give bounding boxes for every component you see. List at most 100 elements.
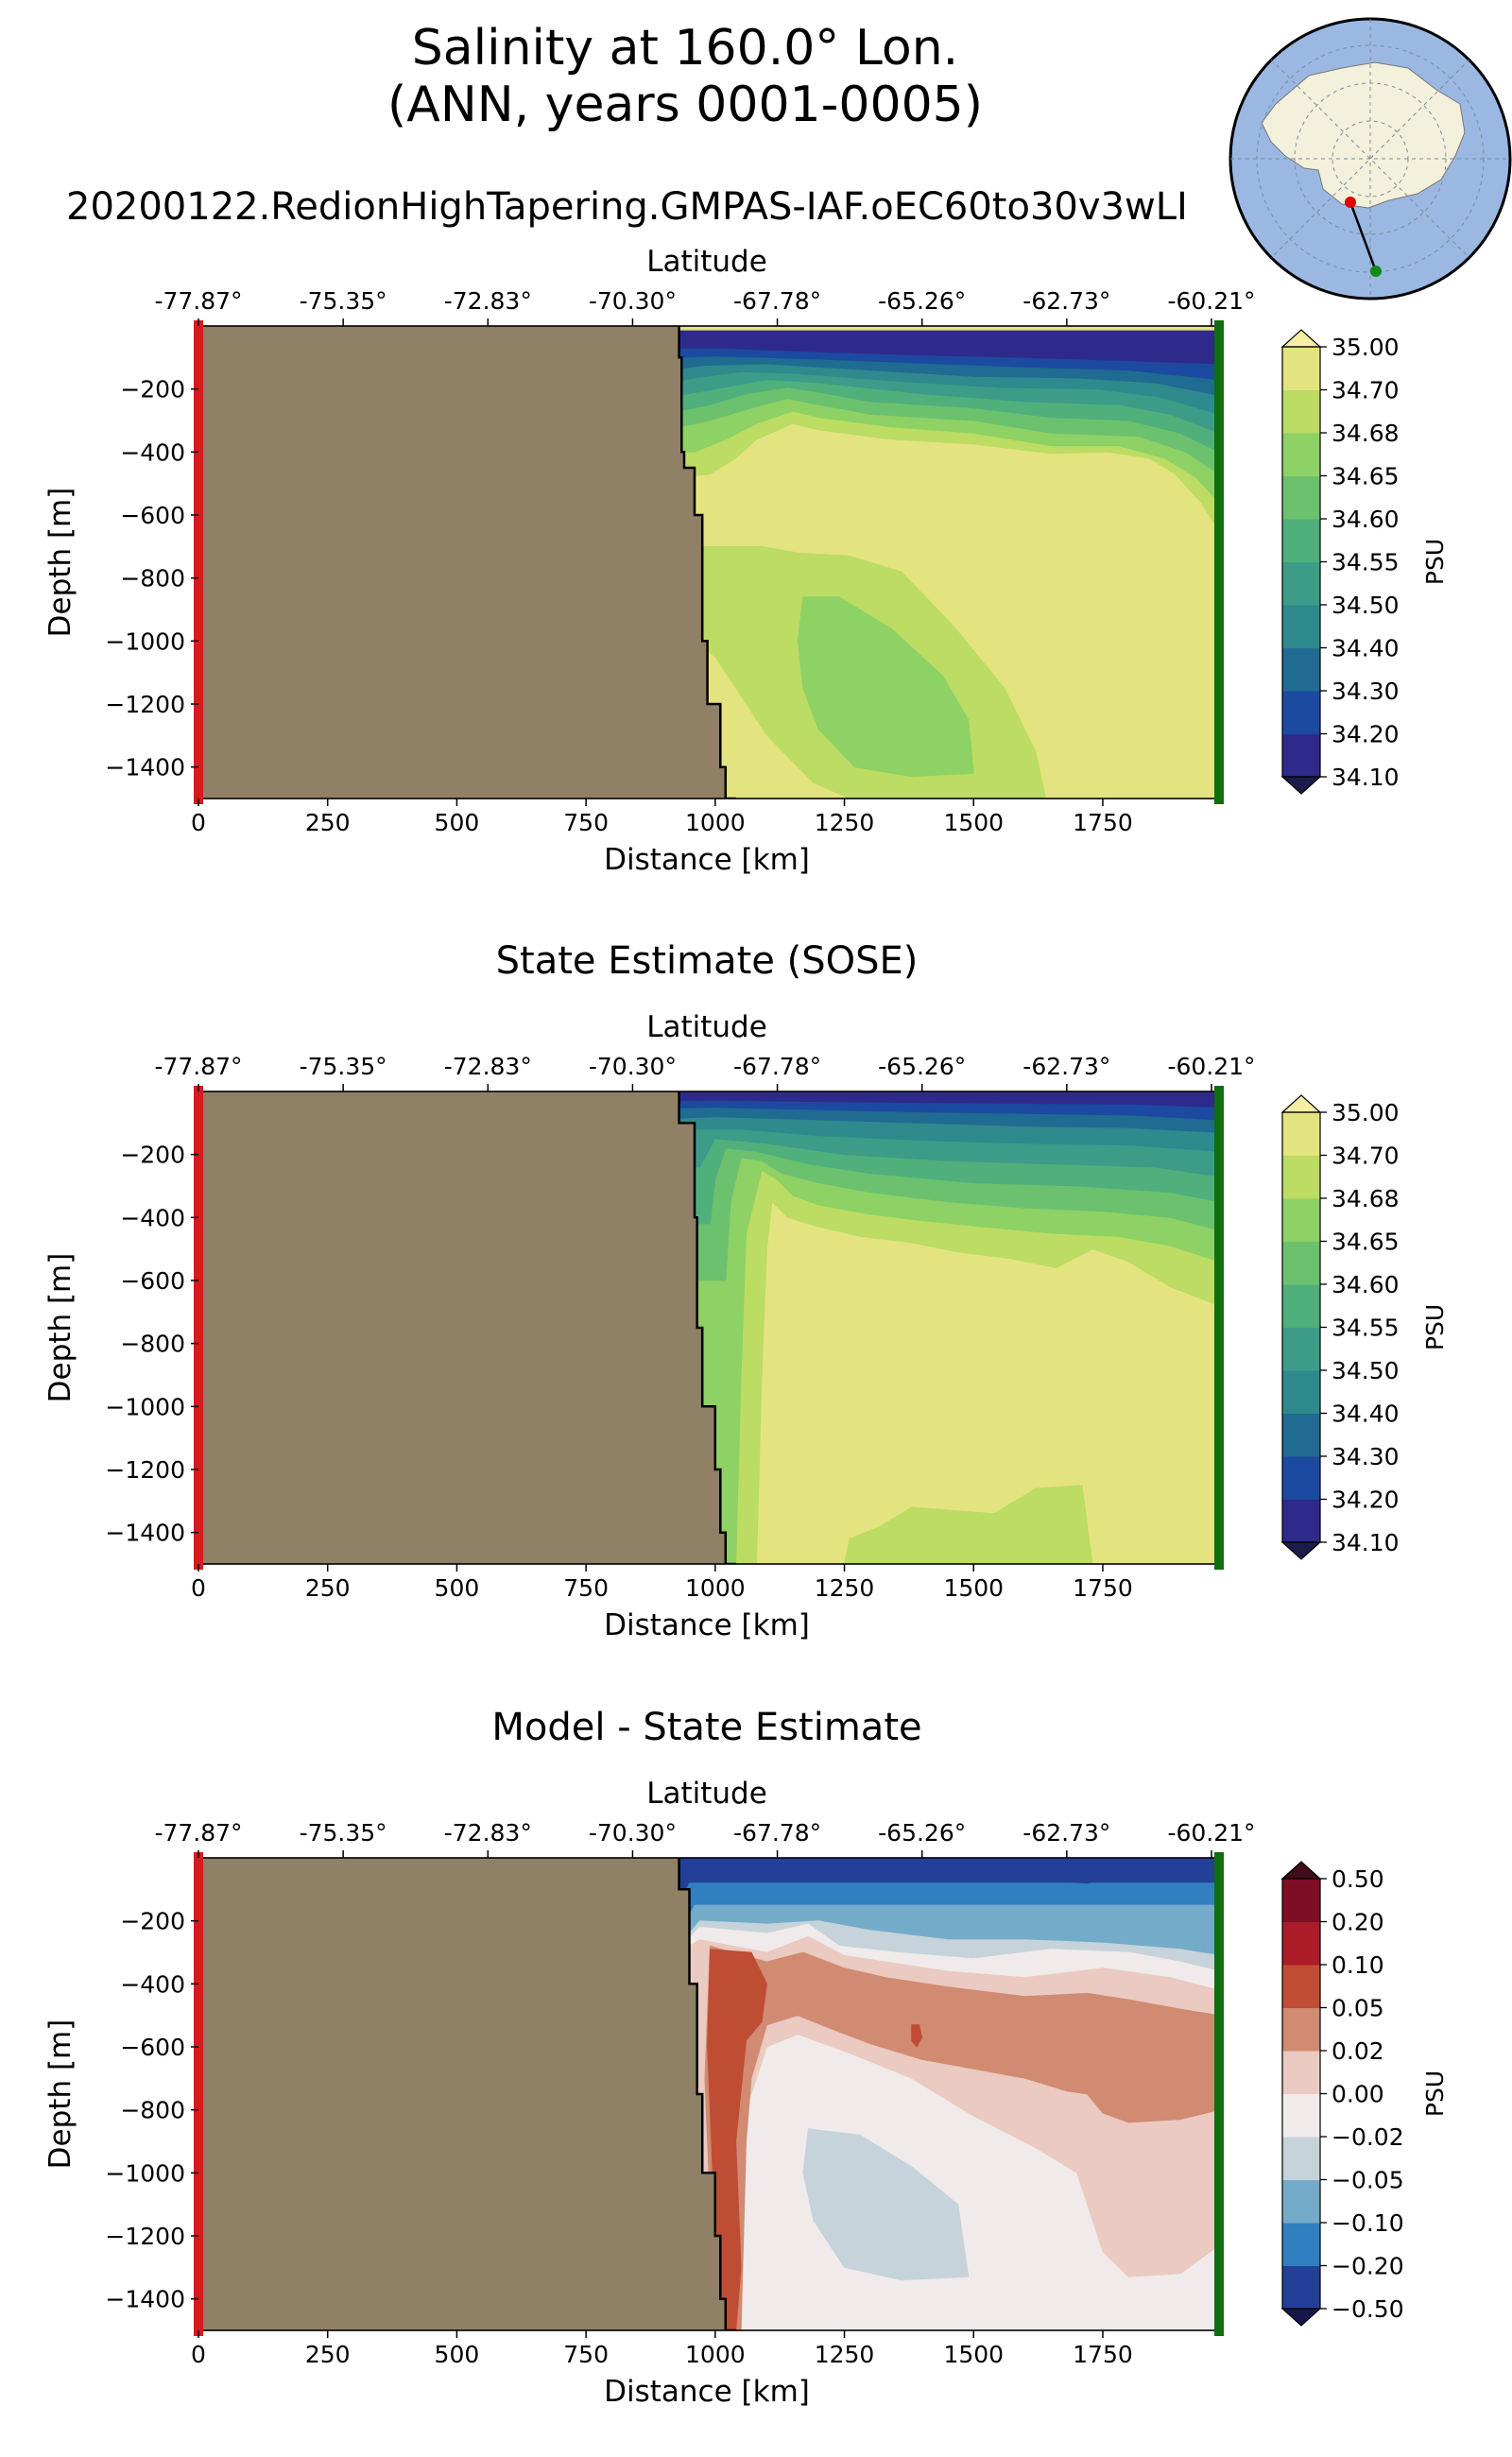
colorbar-swatch (1282, 475, 1320, 520)
colorbar-tick-label: 34.20 (1332, 721, 1400, 748)
x-tick-label: 500 (435, 809, 480, 836)
y-tick-label: −1000 (105, 2159, 185, 2187)
y-axis-label: Depth [m] (43, 2019, 77, 2170)
contour-region-3 (679, 1095, 1219, 1564)
end-line (1214, 320, 1224, 804)
colorbar-swatch (1282, 1370, 1320, 1414)
top-tick-label: -60.21° (1167, 1819, 1255, 1847)
x-axis-label: Distance [km] (604, 2375, 810, 2409)
top-tick-label: -65.26° (878, 287, 966, 315)
y-tick-label: −800 (120, 1331, 185, 1358)
plot-area (198, 326, 1219, 799)
colorbar-tick-label: 34.68 (1332, 1185, 1400, 1212)
top-tick-label: -77.87° (154, 1819, 242, 1847)
colorbar-tick-label: 34.60 (1332, 1271, 1400, 1298)
colorbar-tick-label: −0.05 (1332, 2167, 1404, 2194)
colorbar-tick-label: 0.20 (1332, 1909, 1384, 1936)
x-tick-label: 1500 (943, 809, 1004, 836)
contour-region-10 (679, 1091, 1219, 1108)
colorbar-swatch (1282, 1456, 1320, 1500)
x-tick-label: 1250 (815, 2341, 875, 2368)
contour-region-11 (844, 1485, 1093, 1564)
top-tick-label: -70.30° (589, 287, 677, 315)
colorbar-label: PSU (1421, 2070, 1449, 2117)
y-tick-label: −600 (120, 2034, 185, 2061)
colorbar-tick-label: 34.40 (1332, 635, 1400, 662)
x-tick-label: 1250 (815, 809, 875, 836)
colorbar-swatch (1282, 1965, 1320, 2008)
y-tick-label: −1000 (105, 1393, 185, 1420)
coastline (678, 1091, 736, 1564)
end-line (1214, 1086, 1224, 1570)
top-tick-label: -67.78° (733, 1053, 821, 1080)
colorbar-swatch (1282, 1413, 1320, 1457)
x-tick-label: 750 (563, 1574, 609, 1602)
x-tick-label: 250 (305, 1574, 351, 1602)
colorbar-tick-label: 0.00 (1332, 2081, 1384, 2108)
colorbar-over-extension (1280, 1861, 1322, 1880)
y-tick-label: −200 (120, 1908, 185, 1935)
colorbar-tick-label: −0.02 (1332, 2123, 1404, 2151)
x-tick-label: 750 (563, 2341, 609, 2368)
top-axis-label: Latitude (646, 1010, 767, 1044)
contour-region-10 (679, 330, 1219, 365)
land-mask (198, 1858, 736, 2330)
colorbar-tick-label: 34.20 (1332, 1486, 1400, 1514)
colorbar-swatch (1282, 2007, 1320, 2052)
colorbar-under-extension (1280, 776, 1322, 795)
start-line (194, 1852, 203, 2336)
land-mask (198, 1091, 736, 1564)
colorbar-tick-label: 34.10 (1332, 1529, 1400, 1556)
colorbar-tick-label: 34.50 (1332, 592, 1400, 619)
panel-2: State Estimate (SOSE) 0 250 500 750 1000 1250 1… (43, 939, 1449, 1642)
top-axis-label: Latitude (646, 245, 767, 279)
colorbar-swatch (1282, 691, 1320, 734)
colorbar-swatch (1282, 347, 1320, 390)
colorbar-tick-label: 34.10 (1332, 764, 1400, 791)
top-tick-label: -62.73° (1022, 1053, 1110, 1080)
top-tick-label: -67.78° (733, 1819, 821, 1847)
colorbar-tick-label: 34.55 (1332, 549, 1400, 576)
colorbar-swatch (1282, 389, 1320, 434)
x-tick-label: 500 (435, 1574, 480, 1602)
colorbar-tick-label: 34.30 (1332, 678, 1400, 705)
y-tick-label: −200 (120, 1142, 185, 1169)
colorbar-label: PSU (1421, 539, 1449, 585)
top-tick-label: -77.87° (154, 287, 242, 315)
x-axis-label: Distance [km] (604, 1608, 810, 1642)
top-tick-label: -62.73° (1022, 287, 1110, 315)
figure-title-line2: (ANN, years 0001-0005) (387, 77, 983, 133)
colorbar-swatch (1282, 1284, 1320, 1328)
colorbar-swatch (1282, 519, 1320, 562)
y-tick-label: −1200 (105, 691, 185, 718)
colorbar-tick-label: 34.65 (1332, 1228, 1400, 1256)
colorbar-swatch (1282, 2223, 1320, 2266)
x-tick-label: 1750 (1073, 2341, 1133, 2368)
colorbar-tick-label: 34.68 (1332, 420, 1400, 447)
y-tick-label: −1400 (105, 754, 185, 782)
x-tick-label: 1500 (943, 1574, 1004, 1602)
x-tick-label: 0 (191, 2341, 206, 2368)
top-tick-label: -65.26° (878, 1819, 966, 1847)
coastline (678, 1858, 736, 2330)
colorbar-tick-label: 34.50 (1332, 1357, 1400, 1384)
colorbar-swatch (1282, 2051, 1320, 2094)
colorbar-swatch (1282, 561, 1320, 606)
x-tick-label: 1500 (943, 2341, 1004, 2368)
colorbar-swatch (1282, 2137, 1320, 2180)
y-tick-label: −600 (120, 502, 185, 529)
y-tick-label: −1200 (105, 1456, 185, 1484)
top-tick-label: -65.26° (878, 1053, 966, 1080)
colorbar-swatch (1282, 1499, 1320, 1543)
x-tick-label: 1250 (815, 1574, 875, 1602)
panel-title: Model - State Estimate (491, 1706, 921, 1749)
y-tick-label: −1400 (105, 1520, 185, 1547)
start-line (194, 320, 203, 804)
y-tick-label: −600 (120, 1267, 185, 1295)
panel-3: Model - State Estimate 0 250 500 750 1000 1250… (43, 1706, 1449, 2409)
colorbar-tick-label: 34.70 (1332, 377, 1400, 404)
y-tick-label: −800 (120, 2097, 185, 2124)
x-tick-label: 1750 (1073, 809, 1133, 836)
colorbar-label: PSU (1421, 1304, 1449, 1350)
contour-region-12 (797, 596, 974, 778)
